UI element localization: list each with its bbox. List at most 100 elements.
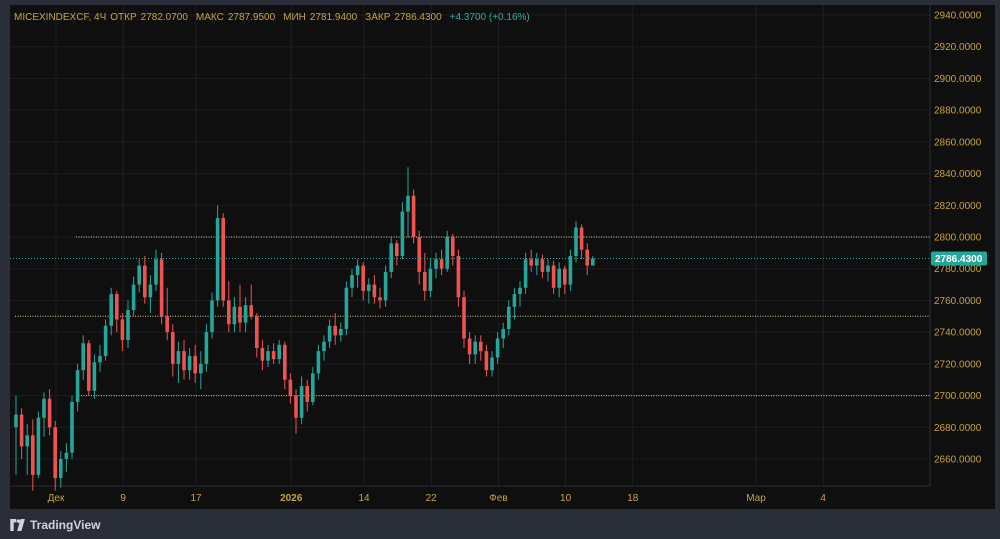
candle[interactable]: [406, 167, 410, 237]
candle[interactable]: [529, 249, 533, 272]
candle[interactable]: [462, 290, 466, 348]
candle[interactable]: [260, 340, 265, 371]
candle[interactable]: [131, 276, 136, 317]
candle[interactable]: [512, 287, 517, 320]
candle[interactable]: [383, 265, 388, 307]
candle[interactable]: [350, 268, 354, 298]
candle[interactable]: [215, 205, 220, 307]
candle[interactable]: [389, 237, 393, 279]
candle[interactable]: [322, 335, 326, 361]
candle[interactable]: [59, 451, 63, 488]
candle[interactable]: [210, 292, 214, 339]
candle[interactable]: [344, 281, 349, 336]
candle[interactable]: [266, 344, 270, 368]
candle[interactable]: [165, 287, 169, 341]
candle[interactable]: [305, 379, 309, 412]
candle[interactable]: [271, 343, 276, 364]
candle[interactable]: [70, 395, 74, 459]
candle[interactable]: [361, 262, 365, 301]
candle[interactable]: [400, 202, 405, 260]
candle[interactable]: [523, 252, 528, 295]
candle[interactable]: [456, 249, 461, 307]
candle[interactable]: [137, 259, 141, 293]
candle[interactable]: [495, 332, 500, 364]
candle[interactable]: [568, 249, 573, 291]
candle[interactable]: [277, 340, 281, 364]
candle[interactable]: [473, 335, 477, 364]
candle[interactable]: [355, 259, 360, 288]
candle[interactable]: [395, 240, 399, 266]
candle[interactable]: [333, 313, 337, 345]
candle[interactable]: [98, 344, 102, 372]
candle[interactable]: [75, 363, 80, 412]
candle[interactable]: [288, 373, 293, 404]
candle[interactable]: [249, 284, 253, 320]
candle[interactable]: [557, 262, 561, 298]
candle[interactable]: [540, 254, 545, 279]
candle[interactable]: [199, 351, 203, 390]
candle[interactable]: [243, 297, 248, 333]
candle[interactable]: [64, 443, 69, 472]
candle[interactable]: [120, 313, 125, 352]
candle[interactable]: [115, 290, 119, 333]
candle[interactable]: [176, 341, 181, 383]
candle[interactable]: [299, 376, 304, 425]
chart-panel[interactable]: 2660.0000 2680.0000 2700.0000 2720.0000 2740…: [10, 5, 995, 509]
candle[interactable]: [47, 389, 52, 436]
candle[interactable]: [87, 340, 91, 396]
candle[interactable]: [479, 335, 483, 361]
candle[interactable]: [434, 252, 438, 279]
candle[interactable]: [143, 256, 147, 304]
candle[interactable]: [546, 259, 550, 282]
candle[interactable]: [467, 332, 472, 364]
candle[interactable]: [81, 335, 85, 380]
candle[interactable]: [490, 351, 494, 377]
candle[interactable]: [339, 322, 343, 342]
candle[interactable]: [126, 300, 130, 348]
candle[interactable]: [182, 340, 186, 380]
candle[interactable]: [227, 281, 231, 333]
candle[interactable]: [372, 275, 377, 304]
candle[interactable]: [535, 252, 539, 276]
candle[interactable]: [484, 344, 489, 377]
candle[interactable]: [501, 322, 505, 348]
candle[interactable]: [585, 243, 589, 276]
candle[interactable]: [154, 249, 158, 291]
candle[interactable]: [518, 281, 522, 307]
candle[interactable]: [327, 319, 332, 348]
candle[interactable]: [579, 224, 584, 260]
candle[interactable]: [283, 341, 287, 390]
candle[interactable]: [103, 319, 108, 361]
candle[interactable]: [19, 408, 24, 459]
candle[interactable]: [25, 424, 29, 475]
candle[interactable]: [316, 344, 321, 380]
candle[interactable]: [53, 420, 57, 491]
candle[interactable]: [367, 278, 371, 304]
candle[interactable]: [193, 344, 197, 383]
candle[interactable]: [378, 287, 382, 309]
candle[interactable]: [451, 233, 455, 266]
candle[interactable]: [31, 419, 35, 491]
symbol-label[interactable]: MICEXINDEXCF, 4Ч: [14, 11, 107, 23]
tradingview-brand[interactable]: TradingView: [10, 517, 100, 533]
candle[interactable]: [294, 389, 298, 434]
candle[interactable]: [423, 252, 427, 301]
candle[interactable]: [232, 297, 237, 333]
candle[interactable]: [109, 287, 113, 336]
candle[interactable]: [14, 395, 18, 475]
candle[interactable]: [42, 392, 46, 437]
candle[interactable]: [507, 300, 511, 336]
candle[interactable]: [92, 354, 97, 399]
candle[interactable]: [311, 367, 315, 406]
candle[interactable]: [417, 230, 421, 285]
candle[interactable]: [159, 252, 164, 325]
candle[interactable]: [445, 230, 449, 272]
candle[interactable]: [563, 265, 567, 295]
candle[interactable]: [439, 249, 444, 276]
candle[interactable]: [148, 275, 153, 314]
candle[interactable]: [238, 284, 242, 333]
candle[interactable]: [574, 221, 578, 263]
candle[interactable]: [591, 256, 595, 266]
candle[interactable]: [187, 348, 192, 380]
candle[interactable]: [551, 260, 556, 295]
